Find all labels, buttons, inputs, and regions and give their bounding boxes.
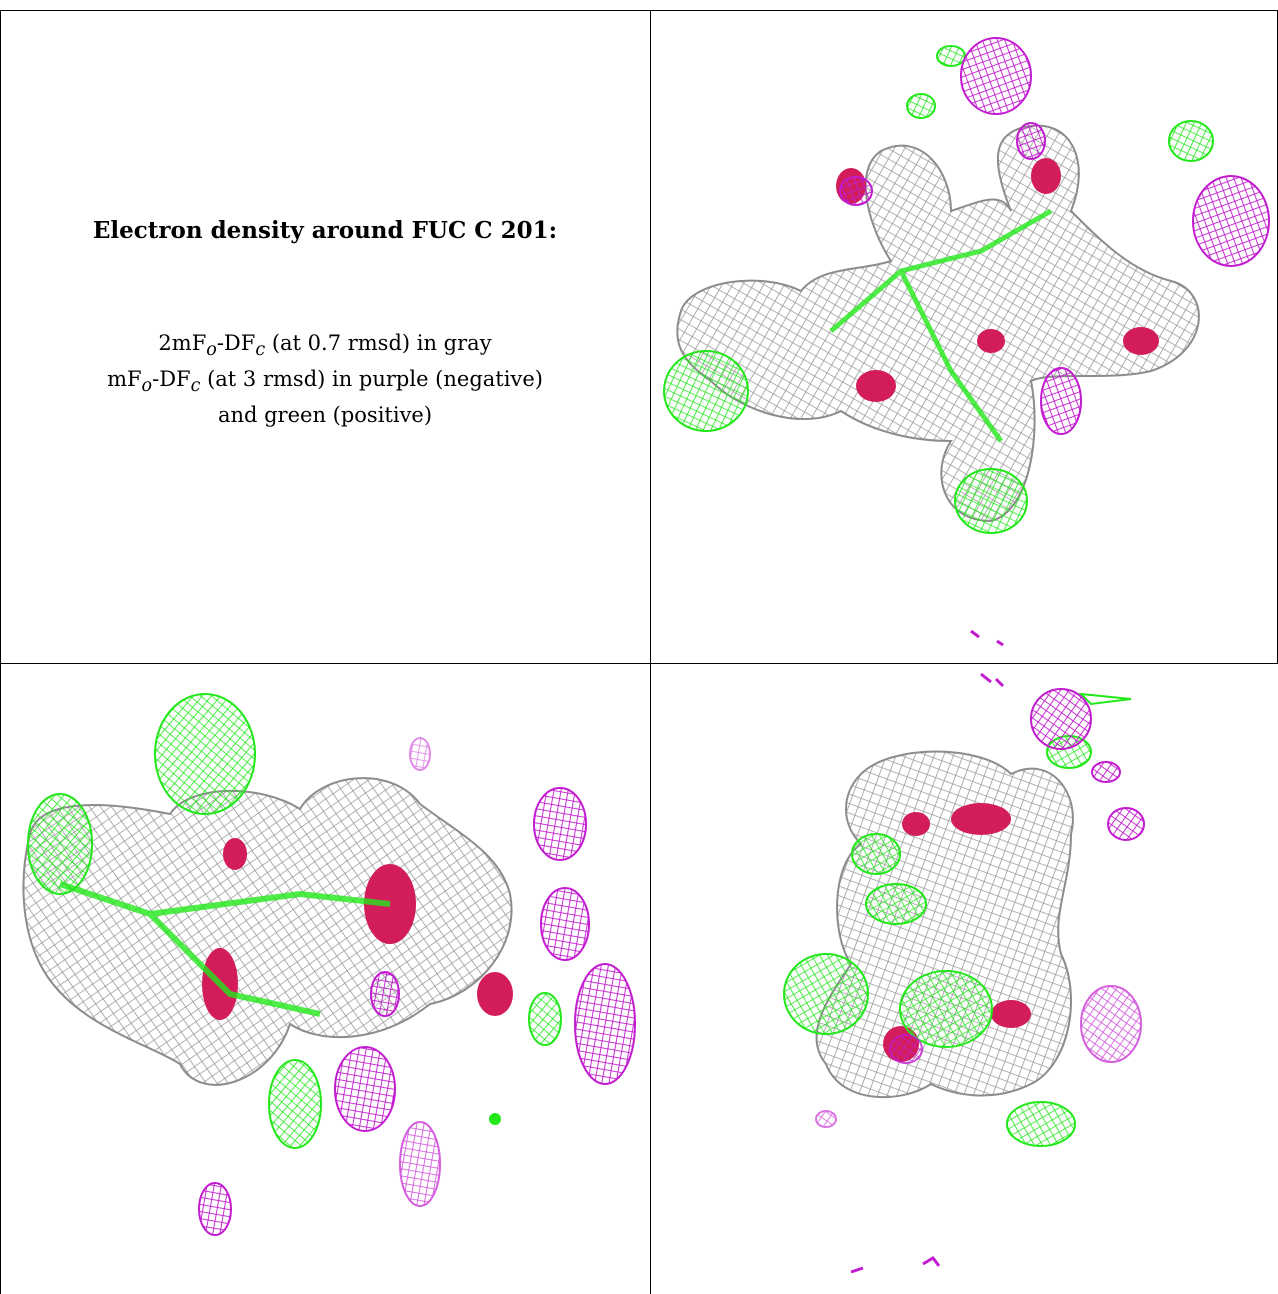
legend-title: Electron density around FUC C 201:: [92, 217, 558, 244]
negative-density-mesh: [198, 737, 636, 1236]
positive-density-mesh: [783, 692, 1132, 1147]
legend-line2-part-a: mF: [107, 367, 142, 392]
density-map-3: [783, 672, 1145, 1274]
legend-description: 2mFo-DFc (at 0.7 rmsd) in gray mFo-DFc (…: [0, 329, 650, 430]
legend-line2-part-b: -DF: [152, 367, 191, 392]
legend-line-mfo-dfc: mFo-DFc (at 3 rmsd) in purple (negative): [0, 365, 650, 401]
legend-line1-part-a: 2mF: [158, 331, 207, 355]
positive-density-mesh: [663, 45, 1214, 534]
density-map-2: [22, 693, 636, 1236]
grid-middle-rule: [0, 663, 1278, 664]
legend-line-2mfo-dfc: 2mFo-DFc (at 0.7 rmsd) in gray: [0, 329, 650, 365]
gray-density-mesh: [22, 777, 513, 1086]
legend-line1-sub-c: c: [255, 340, 266, 361]
legend-cell: Electron density around FUC C 201: 2mFo-…: [0, 11, 650, 663]
legend-line2-part-c: (at 3 rmsd) in purple (negative): [200, 367, 543, 392]
legend-line1-part-c: (at 0.7 rmsd) in gray: [265, 331, 492, 355]
density-map-1: [663, 37, 1270, 647]
legend-line2-sub-c: c: [190, 376, 201, 397]
negative-density-mesh: [839, 37, 1270, 647]
grid-left-rule: [0, 10, 1, 1294]
legend-line-green-positive: and green (positive): [217, 403, 433, 428]
grid-top-rule: [0, 10, 1278, 11]
positive-density-mesh: [27, 693, 562, 1149]
grid-center-rule: [650, 10, 651, 1294]
density-view-bottom-right: [651, 664, 1278, 1294]
legend-line2-sub-o: o: [141, 376, 153, 397]
density-view-top-right: [651, 11, 1278, 663]
legend-line1-part-b: -DF: [216, 331, 256, 355]
negative-density-mesh: [815, 672, 1145, 1274]
legend-line1-sub-o: o: [206, 340, 217, 361]
gray-density-mesh: [676, 124, 1200, 523]
density-view-bottom-left: [0, 664, 650, 1294]
